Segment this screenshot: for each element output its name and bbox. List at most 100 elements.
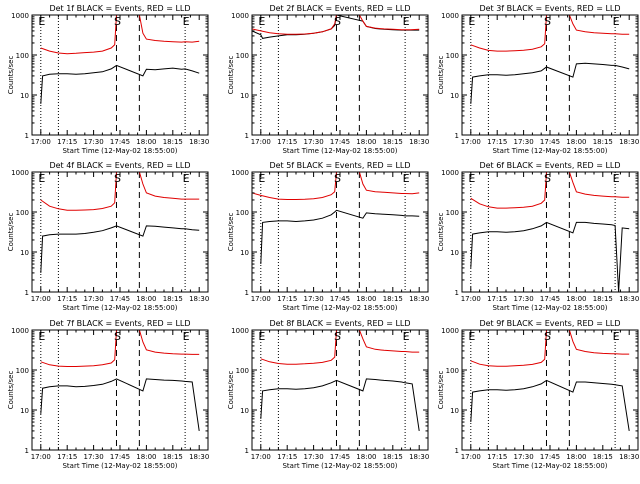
marker-label-s: S xyxy=(114,172,121,185)
x-tick-label: 17:30 xyxy=(84,295,104,303)
x-tick-label: 18:15 xyxy=(593,295,613,303)
panel-title: Det 9f BLACK = Events, RED = LLD xyxy=(479,319,620,328)
x-tick-label: 18:15 xyxy=(593,138,613,146)
marker-label-e: E xyxy=(468,15,475,28)
panel-title: Det 6f BLACK = Events, RED = LLD xyxy=(479,161,620,170)
x-axis-label: Start Time (12-May-02 18:55:00) xyxy=(492,147,607,155)
x-axis-label: Start Time (12-May-02 18:55:00) xyxy=(62,462,177,470)
y-tick-label: 1000 xyxy=(11,327,29,335)
y-tick-label: 1000 xyxy=(11,12,29,20)
x-tick-label: 17:15 xyxy=(487,295,507,303)
panel-title: Det 3f BLACK = Events, RED = LLD xyxy=(479,4,620,13)
y-tick-label: 1000 xyxy=(231,327,249,335)
x-tick-label: 18:00 xyxy=(136,295,156,303)
series-lld xyxy=(40,172,200,211)
x-tick-label: 17:00 xyxy=(31,453,51,461)
detector-panel-8: Det 8f BLACK = Events, RED = LLD 1 10 100 10… xyxy=(227,319,429,470)
y-axis-label: Counts/sec xyxy=(437,213,445,252)
x-tick-label: 17:15 xyxy=(277,295,297,303)
x-tick-label: 18:00 xyxy=(356,295,376,303)
y-tick-label: 1 xyxy=(25,132,29,140)
x-tick-label: 18:15 xyxy=(163,138,183,146)
marker-label-e: E xyxy=(258,172,265,185)
x-tick-label: 18:00 xyxy=(566,453,586,461)
y-tick-label: 10 xyxy=(240,249,249,257)
x-tick-label: 18:00 xyxy=(136,138,156,146)
x-tick-label: 17:30 xyxy=(514,138,534,146)
marker-label-e: E xyxy=(38,15,45,28)
series-lld xyxy=(470,172,630,209)
series-events xyxy=(40,378,200,431)
y-tick-label: 10 xyxy=(450,407,459,415)
y-tick-label: 100 xyxy=(236,367,249,375)
x-axis-label: Start Time (12-May-02 18:55:00) xyxy=(492,462,607,470)
y-axis-label: Counts/sec xyxy=(7,371,15,410)
series-events xyxy=(260,378,420,431)
x-tick-label: 18:15 xyxy=(163,453,183,461)
series-events xyxy=(40,225,200,273)
x-tick-label: 17:00 xyxy=(31,295,51,303)
x-tick-label: 17:45 xyxy=(110,453,130,461)
series-lld xyxy=(40,15,200,55)
x-tick-label: 18:30 xyxy=(619,453,639,461)
marker-label-e: E xyxy=(38,172,45,185)
data-area xyxy=(252,15,420,39)
data-area xyxy=(470,15,630,104)
y-tick-label: 10 xyxy=(240,407,249,415)
detector-panel-3: Det 3f BLACK = Events, RED = LLD 1 10 100 10… xyxy=(437,4,639,155)
marker-label-e: E xyxy=(183,15,190,28)
marker-label-s: S xyxy=(114,330,121,343)
x-tick-label: 17:30 xyxy=(514,295,534,303)
y-axis-label: Counts/sec xyxy=(7,56,15,95)
y-tick-label: 1 xyxy=(25,289,29,297)
series-events xyxy=(470,62,630,104)
x-tick-label: 17:00 xyxy=(461,138,481,146)
marker-label-e: E xyxy=(613,15,620,28)
x-tick-label: 17:15 xyxy=(277,453,297,461)
series-events xyxy=(260,209,420,265)
marker-label-e: E xyxy=(38,330,45,343)
detector-panel-7: Det 7f BLACK = Events, RED = LLD 1 10 100 10… xyxy=(7,319,209,470)
series-lld xyxy=(40,330,200,367)
y-tick-label: 10 xyxy=(450,249,459,257)
x-tick-label: 18:00 xyxy=(356,453,376,461)
data-area xyxy=(40,15,200,104)
x-tick-label: 18:00 xyxy=(566,295,586,303)
y-tick-label: 10 xyxy=(20,92,29,100)
y-tick-label: 1000 xyxy=(231,12,249,20)
y-tick-label: 1000 xyxy=(441,169,459,177)
marker-label-s: S xyxy=(334,330,341,343)
x-tick-label: 17:00 xyxy=(251,295,271,303)
x-tick-label: 18:00 xyxy=(136,453,156,461)
y-tick-label: 100 xyxy=(446,52,459,60)
y-tick-label: 100 xyxy=(236,52,249,60)
x-tick-label: 17:15 xyxy=(487,453,507,461)
panel-title: Det 5f BLACK = Events, RED = LLD xyxy=(269,161,410,170)
x-tick-label: 17:30 xyxy=(84,138,104,146)
y-axis-label: Counts/sec xyxy=(7,213,15,252)
data-area xyxy=(260,330,420,431)
x-tick-label: 17:15 xyxy=(57,453,77,461)
x-tick-label: 17:00 xyxy=(31,138,51,146)
y-tick-label: 100 xyxy=(16,367,29,375)
x-tick-label: 18:30 xyxy=(409,138,429,146)
y-tick-label: 10 xyxy=(20,249,29,257)
y-tick-label: 100 xyxy=(446,209,459,217)
marker-label-e: E xyxy=(258,15,265,28)
x-tick-label: 17:30 xyxy=(304,453,324,461)
series-events xyxy=(470,221,630,292)
marker-label-e: E xyxy=(468,172,475,185)
x-tick-label: 18:00 xyxy=(356,138,376,146)
x-tick-label: 18:15 xyxy=(163,295,183,303)
x-tick-label: 17:00 xyxy=(251,138,271,146)
y-tick-label: 1 xyxy=(25,447,29,455)
x-tick-label: 17:30 xyxy=(304,295,324,303)
marker-label-e: E xyxy=(183,172,190,185)
y-tick-label: 10 xyxy=(240,92,249,100)
y-tick-label: 100 xyxy=(446,367,459,375)
y-axis-label: Counts/sec xyxy=(227,371,235,410)
x-tick-label: 18:15 xyxy=(383,138,403,146)
series-lld xyxy=(470,15,630,52)
